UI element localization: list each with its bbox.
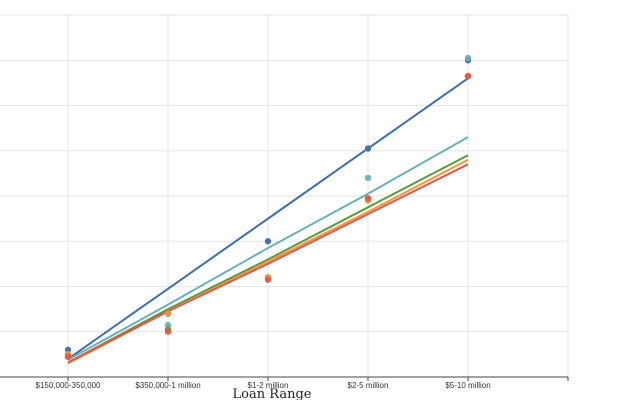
trend-line-3 [67, 154, 469, 364]
data-point-series-5 [364, 195, 372, 202]
trend-lines [67, 77, 469, 365]
data-point-series-1 [64, 346, 72, 354]
x-axis-title: Loan Range [233, 387, 312, 400]
data-point-series-4 [164, 310, 172, 317]
data-point-series-2 [464, 54, 472, 62]
x-tick-label: $2-5 million [348, 381, 389, 390]
x-tick-label: $150,000-350,000 [36, 381, 102, 390]
x-tick-label: $350,000-1 million [135, 381, 200, 390]
data-point-series-1 [364, 145, 372, 152]
data-point-series-2 [364, 174, 372, 182]
grid [0, 14, 569, 377]
data-point-series-1 [264, 238, 272, 245]
x-axis-ticks: $150,000-350,000 $350,000-1 million $1-2 m… [36, 377, 569, 390]
data-point-series-5 [64, 353, 72, 360]
x-tick-label: $1-2 million [248, 381, 289, 390]
trend-line-1 [67, 77, 469, 360]
trend-line-5 [67, 163, 469, 364]
data-point-series-5 [264, 276, 272, 283]
data-point-series-5 [164, 328, 172, 335]
data-point-series-2 [164, 321, 172, 329]
x-tick-label: $5-10 million [445, 381, 490, 390]
trend-line-2 [67, 136, 469, 361]
data-points [64, 54, 472, 360]
data-point-series-5 [464, 72, 472, 80]
